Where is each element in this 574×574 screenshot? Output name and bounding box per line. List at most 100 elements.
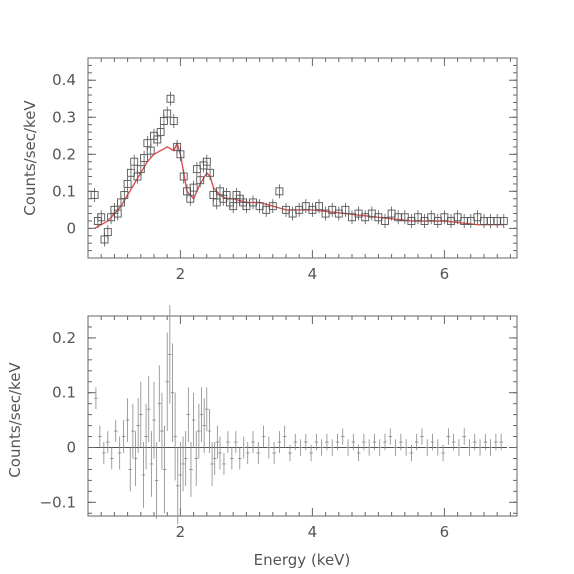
residual-point (478, 439, 482, 456)
residual-point (377, 439, 382, 456)
residual-point (256, 442, 261, 464)
residual-point (162, 425, 167, 514)
residuals-y-tick-label: 0 (66, 439, 76, 457)
data-point (341, 202, 350, 217)
data-point (301, 199, 310, 214)
spectrum-y-tick-labels: 0 0.1 0.2 0.3 0.4 (52, 71, 76, 237)
residual-point (261, 425, 266, 448)
data-point (202, 154, 211, 169)
data-point-marker (90, 191, 99, 199)
data-point (156, 125, 165, 140)
residual-point (131, 403, 135, 459)
residual-point (165, 332, 169, 432)
residual-point (207, 409, 212, 453)
residual-point (436, 439, 440, 456)
residuals-x-tick-label: 2 (176, 523, 186, 541)
data-point-marker (103, 228, 112, 237)
residuals-y-tick-label: 0.1 (52, 384, 76, 402)
residual-point (144, 403, 148, 470)
residual-point (420, 428, 424, 445)
residual-point (340, 428, 345, 445)
residual-point (170, 343, 175, 443)
residual-point (109, 447, 114, 470)
data-point (354, 206, 363, 221)
data-point (427, 210, 436, 225)
residual-point (462, 428, 466, 445)
data-point (179, 169, 188, 184)
data-point-marker (186, 194, 195, 203)
residual-point (288, 444, 292, 462)
residual-point (483, 433, 488, 451)
residuals-x-tick-labels: 2 4 6 (176, 523, 450, 541)
residuals-y-tick-label: 0.2 (52, 329, 76, 347)
data-point (176, 147, 185, 162)
spectrum-y-axis-label: Counts/sec/keV (21, 100, 39, 216)
residual-point (325, 433, 329, 451)
residual-point (238, 447, 242, 470)
residual-point (399, 433, 403, 451)
residual-point (488, 439, 493, 456)
data-point (460, 213, 469, 228)
residual-point (146, 376, 151, 443)
data-point (113, 206, 122, 221)
data-point (414, 210, 422, 225)
residual-point (457, 439, 461, 456)
data-point (275, 184, 284, 199)
data-point-marker (229, 202, 238, 211)
data-point-marker (140, 154, 149, 162)
data-point-marker (166, 94, 175, 103)
data-point (361, 210, 370, 225)
spectrum-y-tick-label: 0.4 (52, 71, 76, 89)
residual-point (173, 392, 177, 481)
residual-point (425, 439, 430, 456)
data-point (186, 191, 195, 206)
residual-point (125, 398, 130, 443)
spectrum-data-points (90, 91, 508, 247)
data-point-marker (275, 187, 284, 196)
x-axis-label: Energy (keV) (254, 551, 351, 569)
residual-point (304, 433, 308, 451)
spectrum-plot-frame (87, 57, 518, 259)
spectrum-x-tick-labels: 2 4 6 (176, 265, 450, 283)
residual-point (202, 398, 206, 453)
residual-point (314, 433, 319, 451)
data-point (288, 206, 297, 221)
residual-point (133, 431, 138, 486)
residual-point (409, 444, 414, 462)
residual-point (189, 442, 193, 497)
residual-point (404, 439, 408, 456)
residual-point (121, 420, 126, 453)
residual-point (298, 439, 303, 456)
data-point-marker (341, 205, 350, 214)
residual-point (446, 428, 451, 445)
residual-point (319, 439, 324, 456)
residual-point (494, 433, 498, 451)
data-point (212, 195, 221, 210)
residual-point (388, 428, 393, 445)
data-point (140, 151, 149, 165)
residuals-plot-frame (87, 315, 518, 517)
data-point (146, 143, 155, 158)
residual-point (102, 442, 106, 464)
data-point (499, 213, 508, 228)
data-point-marker (156, 128, 165, 137)
data-point (367, 206, 376, 221)
residual-point (212, 442, 217, 475)
data-point (166, 91, 175, 106)
data-point (189, 180, 198, 195)
residual-point (98, 425, 102, 448)
residual-point (267, 436, 271, 459)
residual-point (309, 444, 313, 462)
data-point-marker (120, 191, 129, 199)
residual-point (230, 447, 234, 470)
residual-point (168, 305, 172, 404)
data-point-marker (196, 176, 205, 185)
data-point (480, 213, 488, 228)
spectrum-x-tick-label: 2 (176, 265, 186, 283)
residual-point (215, 425, 220, 459)
spectrum-x-tick-label: 6 (440, 265, 450, 283)
data-point (394, 210, 403, 225)
data-point (466, 213, 475, 228)
data-point-marker (97, 213, 106, 222)
data-point (97, 210, 106, 225)
